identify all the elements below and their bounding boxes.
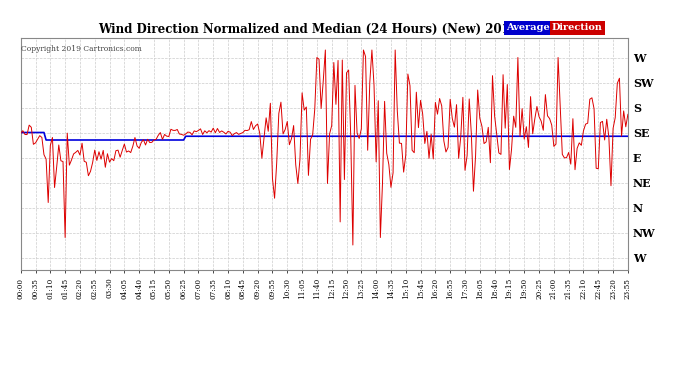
- Title: Wind Direction Normalized and Median (24 Hours) (New) 20191116: Wind Direction Normalized and Median (24…: [98, 23, 551, 36]
- Text: Direction: Direction: [552, 23, 603, 32]
- Text: Copyright 2019 Cartronics.com: Copyright 2019 Cartronics.com: [21, 45, 141, 53]
- Text: Average: Average: [506, 23, 550, 32]
